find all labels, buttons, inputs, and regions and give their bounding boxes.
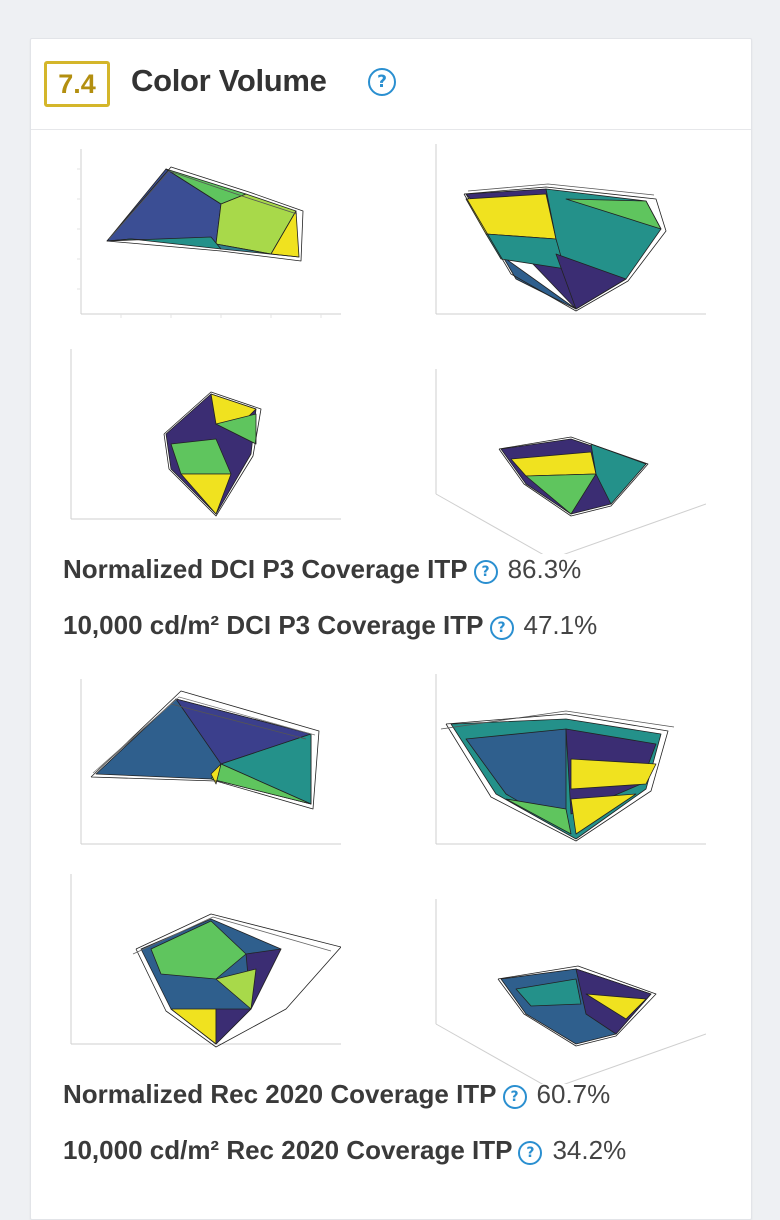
metric-row-absolute-dci-p3: 10,000 cd/m² DCI P3 Coverage ITP? 47.1%: [63, 610, 597, 641]
metric-row-normalized-dci-p3: Normalized DCI P3 Coverage ITP? 86.3%: [63, 554, 581, 585]
metric-label: Normalized DCI P3 Coverage ITP: [63, 554, 468, 584]
rec-2020-plot-front-view: [435, 674, 706, 845]
section-number-badge: 7.4: [44, 61, 110, 107]
metric-value: 34.2%: [552, 1135, 627, 1165]
rec-2020-plot-top-view: [80, 679, 341, 845]
rec-2020-plot-side-view: [70, 874, 341, 1048]
metric-label: Normalized Rec 2020 Coverage ITP: [63, 1079, 497, 1109]
metric-row-absolute-rec-2020: 10,000 cd/m² Rec 2020 Coverage ITP? 34.2%: [63, 1135, 626, 1166]
dci-p3-plot-front-view: [435, 144, 706, 315]
help-icon[interactable]: ?: [518, 1141, 543, 1165]
metric-label: 10,000 cd/m² Rec 2020 Coverage ITP: [63, 1135, 513, 1165]
rec-2020-plot-3d-view: [435, 899, 706, 1084]
help-icon[interactable]: ?: [368, 68, 396, 96]
dci-p3-plot-side-view: [70, 349, 341, 520]
help-icon[interactable]: ?: [473, 560, 498, 584]
section-title: Color Volume: [131, 63, 327, 98]
metric-value: 86.3%: [507, 554, 582, 584]
metric-row-normalized-rec-2020: Normalized Rec 2020 Coverage ITP? 60.7%: [63, 1079, 610, 1110]
dci-p3-plot-top-view: [77, 149, 341, 318]
metric-value: 60.7%: [536, 1079, 611, 1109]
help-icon[interactable]: ?: [489, 616, 514, 640]
section-header: 7.4 Color Volume ?: [31, 39, 751, 130]
help-icon[interactable]: ?: [502, 1085, 527, 1109]
dci-p3-plot-3d-view: [435, 369, 706, 554]
metric-value: 47.1%: [523, 610, 598, 640]
metric-label: 10,000 cd/m² DCI P3 Coverage ITP: [63, 610, 484, 640]
color-volume-card: 7.4 Color Volume ?: [30, 38, 752, 1220]
